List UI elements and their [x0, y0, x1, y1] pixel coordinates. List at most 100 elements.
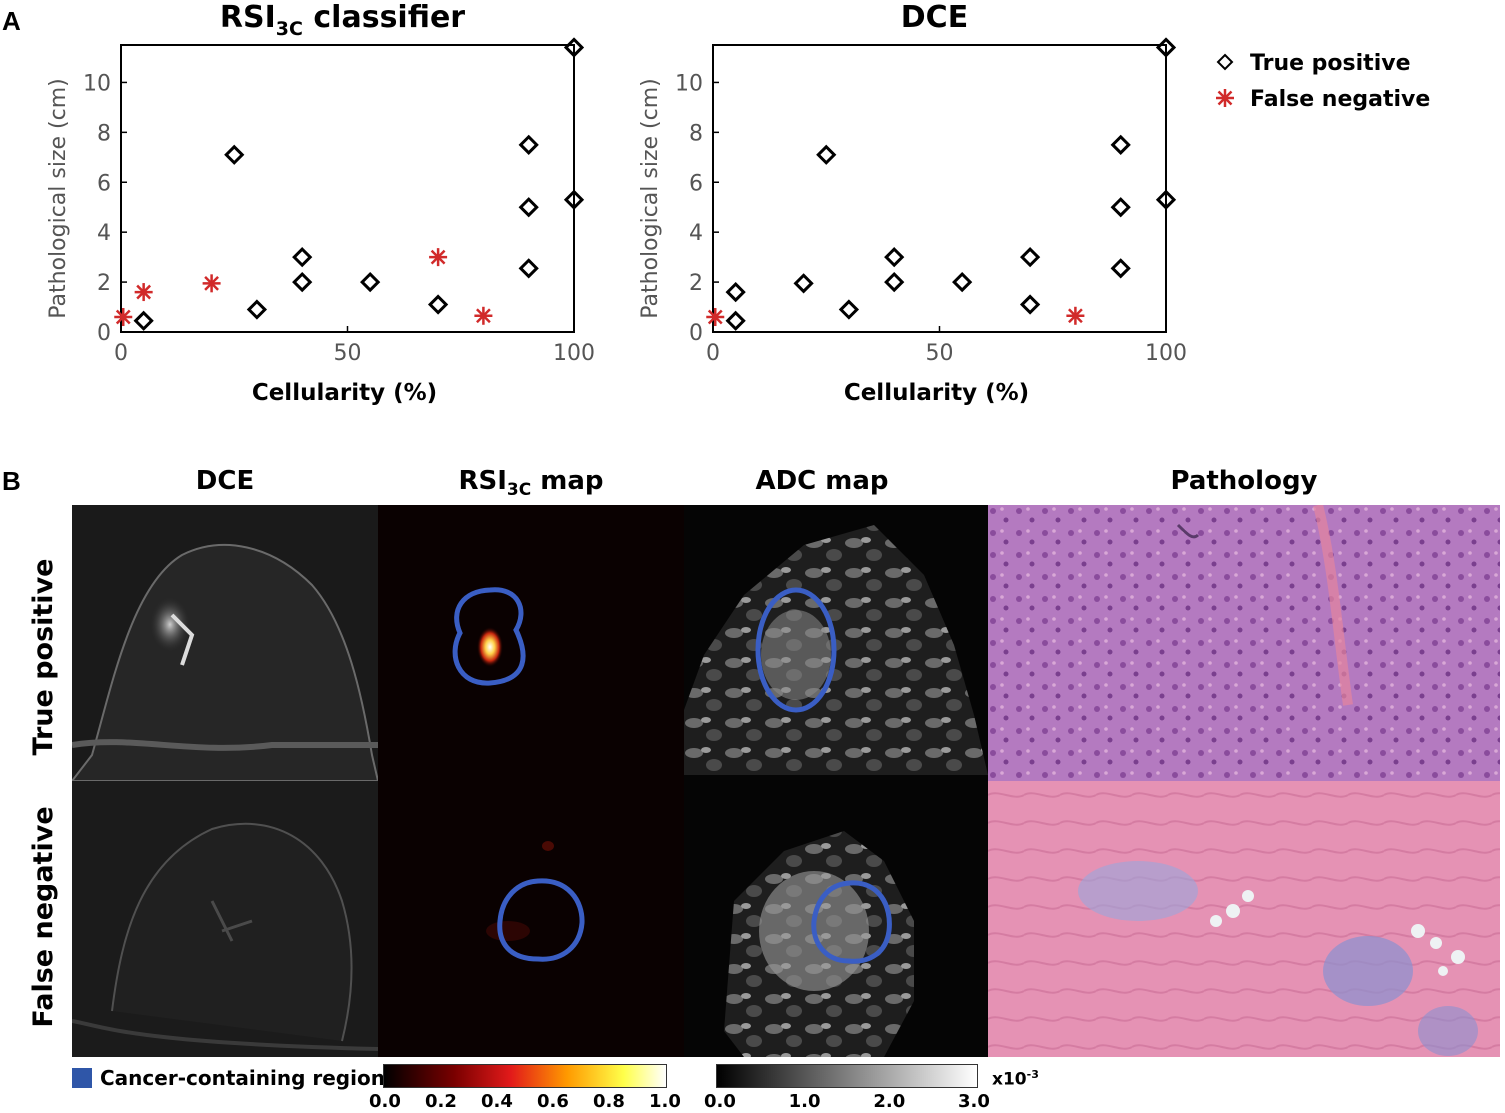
region-swatch: [72, 1068, 92, 1088]
row-head-true-positive: True positive: [28, 558, 59, 756]
y-tick-label: 6: [689, 171, 703, 196]
true-positive-point: [884, 271, 905, 293]
plot-frame: [712, 44, 1167, 333]
x-tick-label: 100: [1145, 341, 1187, 366]
x-tick-label: 50: [926, 341, 954, 366]
true-positive-point: [427, 294, 449, 315]
true-positive-point: [1110, 197, 1131, 218]
y-tick-label: 0: [97, 321, 111, 346]
true-positive-point: [360, 271, 381, 293]
y-tick-label: 2: [689, 271, 703, 296]
y-tick-label: 10: [675, 71, 703, 96]
colorbar-hot: [383, 1064, 667, 1088]
chart-2: 0 50 100 0 2 4 6 8 10 Cellularity (%) Pathological…: [638, 0, 1187, 406]
colorbar-tick-label: 0.0: [704, 1091, 736, 1112]
colorbar-tick-label: 1.0: [649, 1091, 681, 1112]
y-tick-label: 8: [97, 121, 111, 146]
y-tick-label: 0: [689, 321, 703, 346]
y-tick-label: 4: [97, 221, 111, 246]
colorbar-tick-label: 1.0: [788, 1091, 821, 1112]
false-negative-point: [134, 283, 153, 302]
col-head-pathology: Pathology: [1170, 466, 1318, 496]
y-axis-label: Pathological size (cm): [46, 78, 71, 318]
true-positive-point: [884, 247, 905, 268]
false-negative-point: [474, 306, 493, 325]
x-axis-label: Cellularity (%): [252, 380, 437, 406]
legend-marker-false-negative: [1216, 89, 1234, 107]
legend-label: True positive: [1250, 51, 1411, 76]
true-positive-point: [224, 144, 245, 165]
image-grid: [72, 505, 1500, 1057]
adc-false-negative-image: [684, 781, 988, 1057]
y-tick-label: 4: [689, 221, 703, 246]
col-head-dce: DCE: [195, 466, 255, 496]
true-positive-point: [1110, 258, 1131, 279]
false-negative-point: [706, 308, 725, 327]
region-legend-label: Cancer-containing region: [100, 1066, 385, 1090]
true-positive-point: [952, 271, 973, 293]
legend-label: False negative: [1250, 87, 1430, 112]
legend-marker-true-positive: [1216, 53, 1234, 71]
true-positive-point: [563, 37, 585, 58]
true-positive-point: [292, 271, 313, 293]
false-negative-point: [114, 308, 133, 327]
plot-frame: [120, 44, 575, 333]
y-axis-label: Pathological size (cm): [638, 78, 663, 318]
panel-b-label: B: [2, 466, 21, 496]
true-positive-point: [838, 299, 860, 320]
x-tick-label: 50: [334, 341, 362, 366]
pathology-true-positive-image: [988, 505, 1500, 781]
false-negative-point: [429, 248, 448, 267]
region-legend: Cancer-containing region: [72, 1066, 385, 1090]
colorbar-tick-label: 2.0: [873, 1091, 906, 1112]
colorbar-gray: [716, 1064, 978, 1088]
rsi-false-negative-image: [378, 781, 684, 1057]
adc-true-positive-image: [684, 505, 988, 781]
true-positive-point: [292, 247, 313, 268]
scatter-legend: True positive False negative: [1216, 51, 1430, 112]
true-positive-point: [133, 310, 154, 331]
x-tick-label: 0: [114, 341, 128, 366]
true-positive-point: [518, 134, 539, 155]
colorbar-tick-label: 0.2: [425, 1091, 457, 1112]
colorbar-tick-label: 0.4: [481, 1091, 513, 1112]
row-head-false-negative: False negative: [28, 806, 59, 1028]
y-tick-label: 8: [689, 121, 703, 146]
true-positive-point: [1155, 37, 1177, 58]
dce-true-positive-image: [72, 505, 378, 781]
true-positive-point: [518, 197, 539, 218]
true-positive-point: [518, 258, 539, 279]
colorbar-gray-scale: x10-3: [992, 1068, 1039, 1090]
true-positive-point: [1019, 247, 1041, 268]
chart-title: RSI3C classifier: [220, 0, 465, 40]
panel-a-label: A: [2, 6, 21, 36]
colorbar-tick-label: 0.0: [369, 1091, 401, 1112]
colorbar-tick-label: 3.0: [958, 1091, 990, 1112]
true-positive-point: [816, 144, 837, 165]
colorbar-tick-label: 0.6: [537, 1091, 569, 1112]
true-positive-point: [725, 281, 746, 303]
chart-title: DCE: [901, 0, 968, 35]
y-tick-label: 2: [97, 271, 111, 296]
true-positive-point: [1155, 189, 1177, 210]
true-positive-point: [563, 189, 585, 210]
y-tick-label: 10: [83, 71, 111, 96]
dce-false-negative-image: [72, 781, 378, 1057]
true-positive-point: [1019, 294, 1041, 315]
false-negative-point: [202, 274, 221, 293]
x-tick-label: 100: [553, 341, 595, 366]
colorbar-tick-label: 0.8: [593, 1091, 625, 1112]
false-negative-point: [1066, 306, 1085, 325]
true-positive-point: [725, 310, 746, 331]
true-positive-point: [793, 273, 814, 294]
x-axis-label: Cellularity (%): [844, 380, 1029, 406]
rsi-true-positive-image: [378, 505, 684, 781]
true-positive-point: [1110, 134, 1131, 155]
pathology-false-negative-image: [988, 781, 1500, 1057]
col-head-adc-map: ADC map: [755, 466, 889, 496]
x-tick-label: 0: [706, 341, 720, 366]
chart-1: 0 50 100 0 2 4 6 8 10 Cellularity (%) Pathological…: [46, 0, 595, 406]
true-positive-point: [246, 299, 268, 320]
y-tick-label: 6: [97, 171, 111, 196]
